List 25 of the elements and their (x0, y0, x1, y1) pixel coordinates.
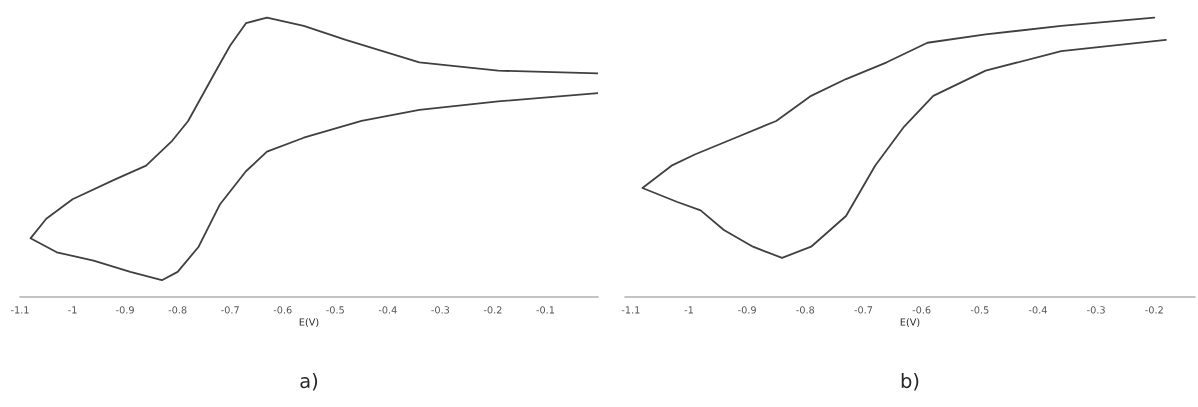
x-tick-label: -1 (68, 306, 77, 314)
x-tick-label: -0.6 (912, 306, 931, 314)
x-tick-label: -0.3 (1087, 306, 1105, 314)
x-tick-label: -0.4 (378, 306, 397, 314)
x-axis-title: E(V) (900, 318, 920, 327)
x-tick-label: -0.6 (273, 306, 292, 314)
x-tick-label: -0.5 (970, 306, 989, 314)
x-tick-label: -0.9 (738, 306, 756, 314)
text: b) (901, 373, 919, 391)
x-tick-label: -0.2 (1145, 306, 1163, 314)
x-tick-label: -0.8 (168, 306, 187, 314)
x-tick-label: -0.1 (536, 306, 555, 314)
x-tick-label: -0.8 (796, 306, 815, 314)
x-tick-label: -1.1 (621, 306, 640, 314)
x-axis-title: E(V) (299, 318, 319, 327)
text: a) (300, 373, 318, 391)
x-tick-label: -0.7 (221, 306, 239, 314)
x-tick-label: -0.9 (116, 306, 134, 314)
x-tick-label: -0.7 (854, 306, 873, 314)
x-tick-label: -0.5 (326, 306, 344, 314)
x-tick-label: -1.1 (10, 306, 29, 314)
x-tick-label: -0.2 (483, 306, 502, 314)
x-tick-label: -1 (684, 306, 693, 314)
x-tick-label: -0.4 (1028, 306, 1047, 314)
x-tick-label: -0.3 (431, 306, 450, 314)
